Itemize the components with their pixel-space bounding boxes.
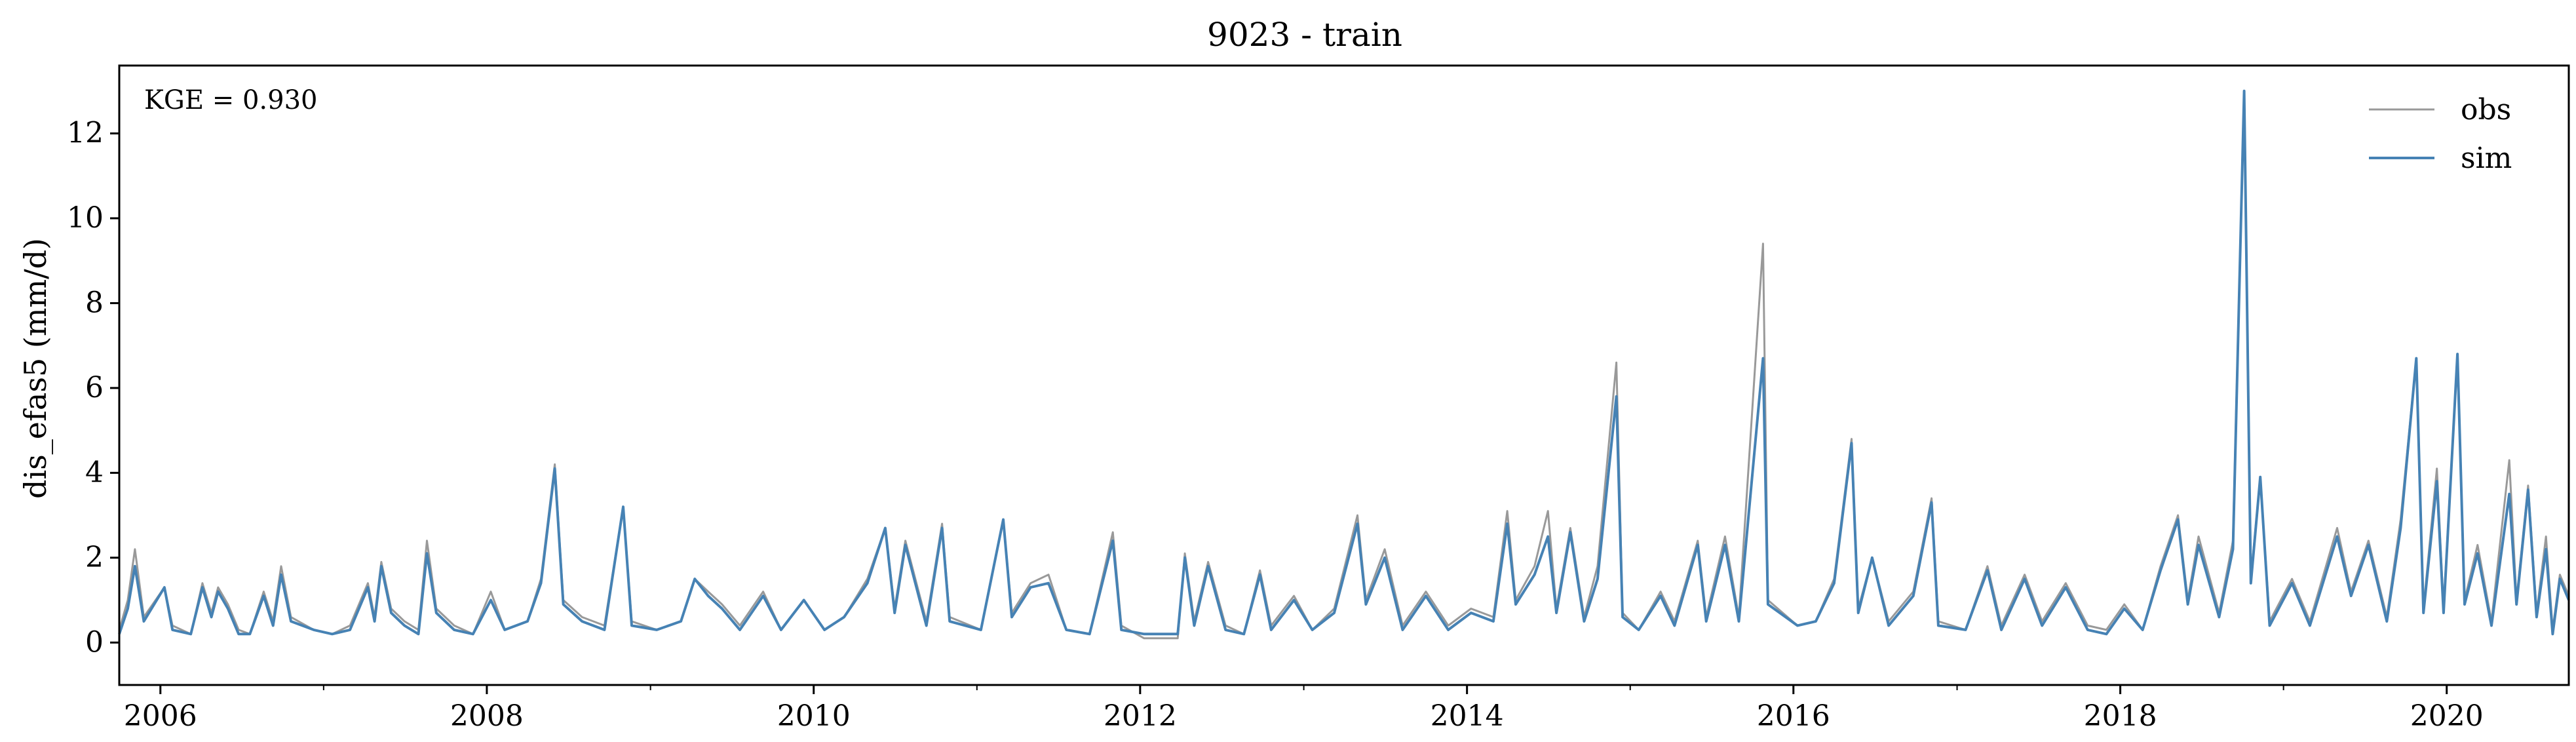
series-line-sim [118, 89, 2570, 636]
chart-title: 9023 - train [1207, 16, 1402, 54]
y-tick-label: 6 [85, 371, 104, 404]
x-tick-label: 2006 [124, 699, 197, 733]
series-layer [118, 89, 2570, 640]
x-tick-label: 2016 [1757, 699, 1830, 733]
y-tick-label: 2 [85, 541, 104, 574]
x-tick-label: 2012 [1104, 699, 1177, 733]
y-tick-label: 4 [85, 456, 104, 489]
y-tick-label: 0 [85, 625, 104, 659]
x-tick-label: 2018 [2084, 699, 2157, 733]
legend-label-obs: obs [2461, 93, 2511, 127]
axes-layer: 0 2 4 6 8 10 12 2006 2008 2010 2012 2014 2016 2018 202… [67, 117, 2484, 733]
plot-frame [118, 64, 2570, 686]
y-tick-label: 12 [67, 117, 104, 150]
legend: obs sim [2369, 93, 2512, 175]
kge-annotation: KGE = 0.930 [144, 85, 318, 115]
x-tick-label: 2010 [777, 699, 851, 733]
x-tick-label: 2014 [1431, 699, 1504, 733]
y-tick-label: 10 [67, 201, 104, 235]
y-tick-label: 8 [85, 286, 104, 319]
x-tick-label: 2020 [2410, 699, 2484, 733]
x-tick-label: 2008 [450, 699, 524, 733]
y-axis-label: dis_efas5 (mm/d) [18, 238, 53, 499]
legend-label-sim: sim [2461, 142, 2512, 175]
